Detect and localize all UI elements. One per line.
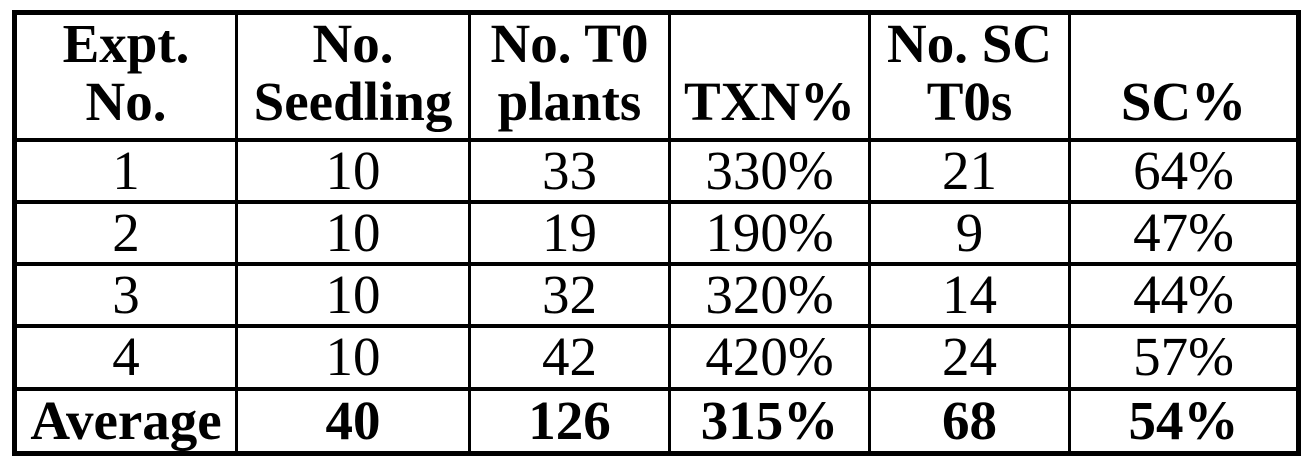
- cell-sc-pct: 44%: [1068, 262, 1300, 329]
- header-row: Expt. No. No. Seedling No. T0 plants TXN…: [13, 10, 1300, 142]
- cell-total-t0-plants: 126: [468, 386, 671, 456]
- cell-total-seedling: 40: [235, 386, 471, 456]
- table-row-expt-2: 2 10 19 190% 9 47%: [13, 199, 1300, 267]
- table-row-expt-4: 4 10 42 420% 24 57%: [13, 324, 1300, 391]
- cell-no-seedling: 10: [235, 137, 471, 204]
- cell-no-sc-t0s: 21: [868, 137, 1071, 204]
- cell-no-sc-t0s: 14: [868, 262, 1071, 329]
- table-row-expt-1: 1 10 33 330% 21 64%: [13, 137, 1300, 204]
- cell-no-sc-t0s: 24: [868, 324, 1071, 391]
- cell-no-t0-plants: 19: [468, 199, 671, 267]
- cell-txn-pct: 330%: [668, 137, 871, 204]
- cell-txn-pct: 190%: [668, 199, 871, 267]
- column-header-no-t0-plants: No. T0 plants: [468, 10, 671, 142]
- cell-no-seedling: 10: [235, 324, 471, 391]
- column-header-txn-pct: TXN%: [668, 10, 871, 142]
- cell-txn-pct: 320%: [668, 262, 871, 329]
- cell-no-t0-plants: 32: [468, 262, 671, 329]
- experiment-results-table: Expt. No. No. Seedling No. T0 plants TXN…: [12, 10, 1301, 456]
- cell-sc-pct: 47%: [1068, 199, 1300, 267]
- column-header-no-sc-t0s: No. SC T0s: [868, 10, 1071, 142]
- cell-expt-no: 3: [13, 262, 238, 329]
- cell-average-label: Average: [13, 386, 238, 456]
- cell-total-sc-t0s: 68: [868, 386, 1071, 456]
- cell-expt-no: 1: [13, 137, 238, 204]
- summary-row-average: Average 40 126 315% 68 54%: [13, 386, 1300, 456]
- cell-expt-no: 2: [13, 199, 238, 267]
- cell-no-sc-t0s: 9: [868, 199, 1071, 267]
- cell-no-t0-plants: 33: [468, 137, 671, 204]
- cell-txn-pct: 420%: [668, 324, 871, 391]
- cell-sc-pct: 64%: [1068, 137, 1300, 204]
- cell-expt-no: 4: [13, 324, 238, 391]
- cell-no-t0-plants: 42: [468, 324, 671, 391]
- table-row-expt-3: 3 10 32 320% 14 44%: [13, 262, 1300, 329]
- cell-no-seedling: 10: [235, 262, 471, 329]
- cell-average-txn-pct: 315%: [668, 386, 871, 456]
- cell-no-seedling: 10: [235, 199, 471, 267]
- column-header-expt-no: Expt. No.: [13, 10, 238, 142]
- column-header-sc-pct: SC%: [1068, 10, 1300, 142]
- cell-sc-pct: 57%: [1068, 324, 1300, 391]
- column-header-no-seedling: No. Seedling: [235, 10, 471, 142]
- cell-average-sc-pct: 54%: [1068, 386, 1300, 456]
